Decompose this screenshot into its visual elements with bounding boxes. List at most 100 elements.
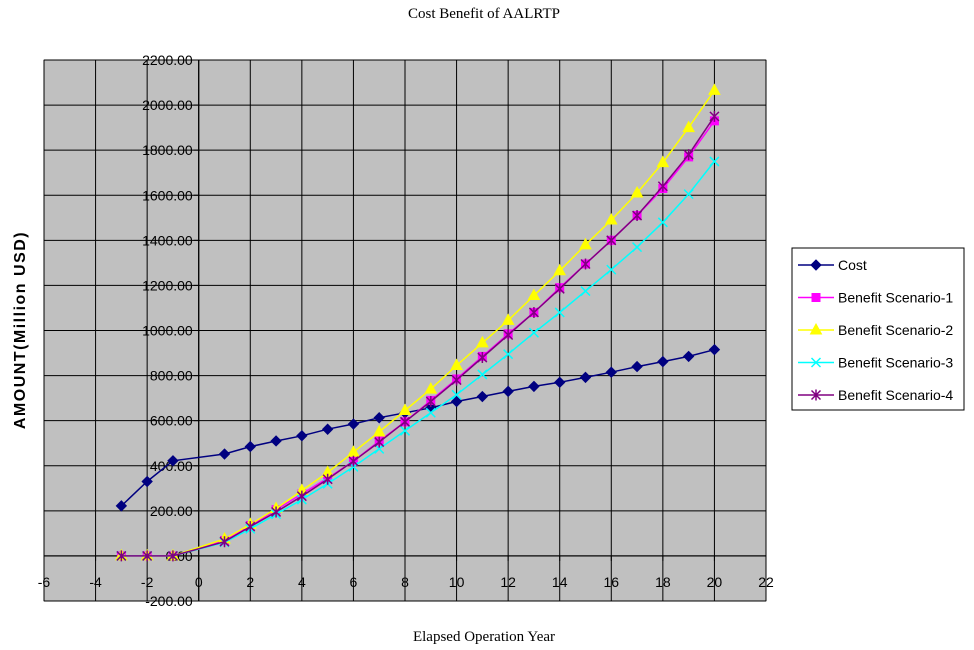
y-tick-labels: -200.000.00200.00400.00600.00800.001000.…: [142, 52, 193, 609]
legend-label: Benefit Scenario-2: [838, 322, 953, 338]
data-point: [606, 234, 617, 246]
data-point: [347, 418, 360, 430]
data-point: [296, 490, 307, 502]
y-tick-label: -200.00: [145, 593, 193, 609]
data-point: [425, 396, 436, 408]
data-point: [271, 506, 282, 518]
x-tick-label: 16: [603, 574, 619, 590]
data-point: [115, 500, 128, 512]
x-tick-labels: -6 -4 -2 0 2 4 6 8 10 12 14 16 18 20 22: [38, 574, 774, 590]
data-point: [554, 307, 565, 318]
legend-item: Benefit Scenario-3: [798, 355, 953, 371]
data-point: [682, 120, 695, 133]
data-point: [580, 286, 591, 297]
y-tick-label: 200.00: [150, 503, 193, 519]
x-tick-label: -4: [89, 574, 102, 590]
data-point: [528, 306, 539, 318]
data-point: [451, 374, 462, 386]
data-point: [502, 385, 514, 398]
data-point: [632, 242, 643, 253]
y-tick-label: 1000.00: [142, 323, 193, 339]
series-4: [116, 110, 720, 562]
data-point: [606, 264, 617, 275]
data-point: [708, 83, 721, 95]
x-tick-label: 14: [552, 574, 568, 590]
legend-box: [791, 247, 965, 411]
data-point: [322, 473, 333, 485]
x-tick-label: 4: [298, 574, 306, 590]
data-point: [399, 416, 411, 428]
data-point: [372, 424, 386, 437]
legend: Cost Benefit Scenario-1 Benefit Scenario-2…: [791, 247, 965, 411]
x-tick-label: 18: [655, 574, 671, 590]
legend-label: Benefit Scenario-3: [838, 355, 953, 371]
legend-items: Cost Benefit Scenario-1 Benefit Scenario-2…: [798, 257, 953, 403]
x-tick-label: -6: [38, 574, 51, 590]
x-axis-label: Elapsed Operation Year: [413, 629, 555, 645]
data-point: [604, 213, 618, 225]
legend-swatch-marker: [810, 357, 822, 368]
data-point: [683, 189, 694, 200]
x-tick-label: 12: [500, 574, 516, 590]
series-0: [115, 343, 721, 512]
data-point: [477, 352, 488, 364]
legend-swatch-marker: [811, 293, 821, 302]
x-tick-label: 20: [707, 574, 723, 590]
x-tick-label: 0: [195, 574, 203, 590]
data-point: [373, 412, 385, 424]
data-point: [142, 550, 153, 562]
legend-item: Benefit Scenario-2: [798, 322, 953, 338]
data-point: [321, 423, 334, 435]
y-tick-label: 600.00: [150, 413, 193, 429]
data-point: [450, 395, 463, 408]
data-point: [424, 382, 438, 394]
legend-swatch-marker: [809, 322, 823, 335]
x-tick-label: 22: [758, 574, 774, 590]
data-point: [244, 440, 256, 453]
data-point: [116, 550, 127, 562]
data-point: [682, 350, 695, 363]
data-point: [501, 313, 515, 325]
y-axis-label: AMOUNT(Million USD): [12, 231, 29, 429]
data-point: [296, 430, 308, 442]
data-point: [167, 455, 179, 467]
data-point: [554, 376, 566, 389]
legend-item: Cost: [798, 257, 867, 273]
data-point: [451, 389, 462, 400]
data-point: [477, 369, 488, 380]
legend-swatch-marker: [810, 389, 822, 401]
data-point: [630, 185, 644, 198]
data-point: [527, 288, 541, 301]
data-point: [580, 258, 591, 270]
data-point: [450, 358, 463, 370]
data-point: [476, 390, 489, 403]
x-tick-label: -2: [141, 574, 154, 590]
data-point: [398, 403, 412, 416]
data-point: [425, 407, 436, 418]
data-point: [503, 329, 514, 341]
data-point: [219, 536, 230, 548]
data-point: [245, 521, 256, 533]
y-tick-label: 2000.00: [142, 97, 193, 113]
x-tick-label: 2: [246, 574, 254, 590]
y-tick-label: 1200.00: [142, 277, 193, 293]
legend-label: Benefit Scenario-4: [838, 387, 953, 403]
data-point: [657, 180, 668, 192]
data-point: [553, 263, 567, 276]
legend-label: Cost: [838, 257, 867, 273]
y-tick-label: 1600.00: [142, 187, 193, 203]
data-point: [632, 210, 643, 222]
legend-label: Benefit Scenario-1: [838, 290, 953, 306]
y-tick-label: 1800.00: [142, 142, 193, 158]
data-point: [399, 425, 411, 436]
y-tick-label: 800.00: [150, 368, 193, 384]
x-tick-label: 10: [449, 574, 465, 590]
data-point: [579, 371, 592, 384]
legend-swatch-marker: [810, 259, 822, 271]
data-point: [141, 475, 153, 488]
data-point: [503, 349, 514, 360]
data-point: [657, 217, 668, 228]
data-point: [708, 343, 721, 356]
